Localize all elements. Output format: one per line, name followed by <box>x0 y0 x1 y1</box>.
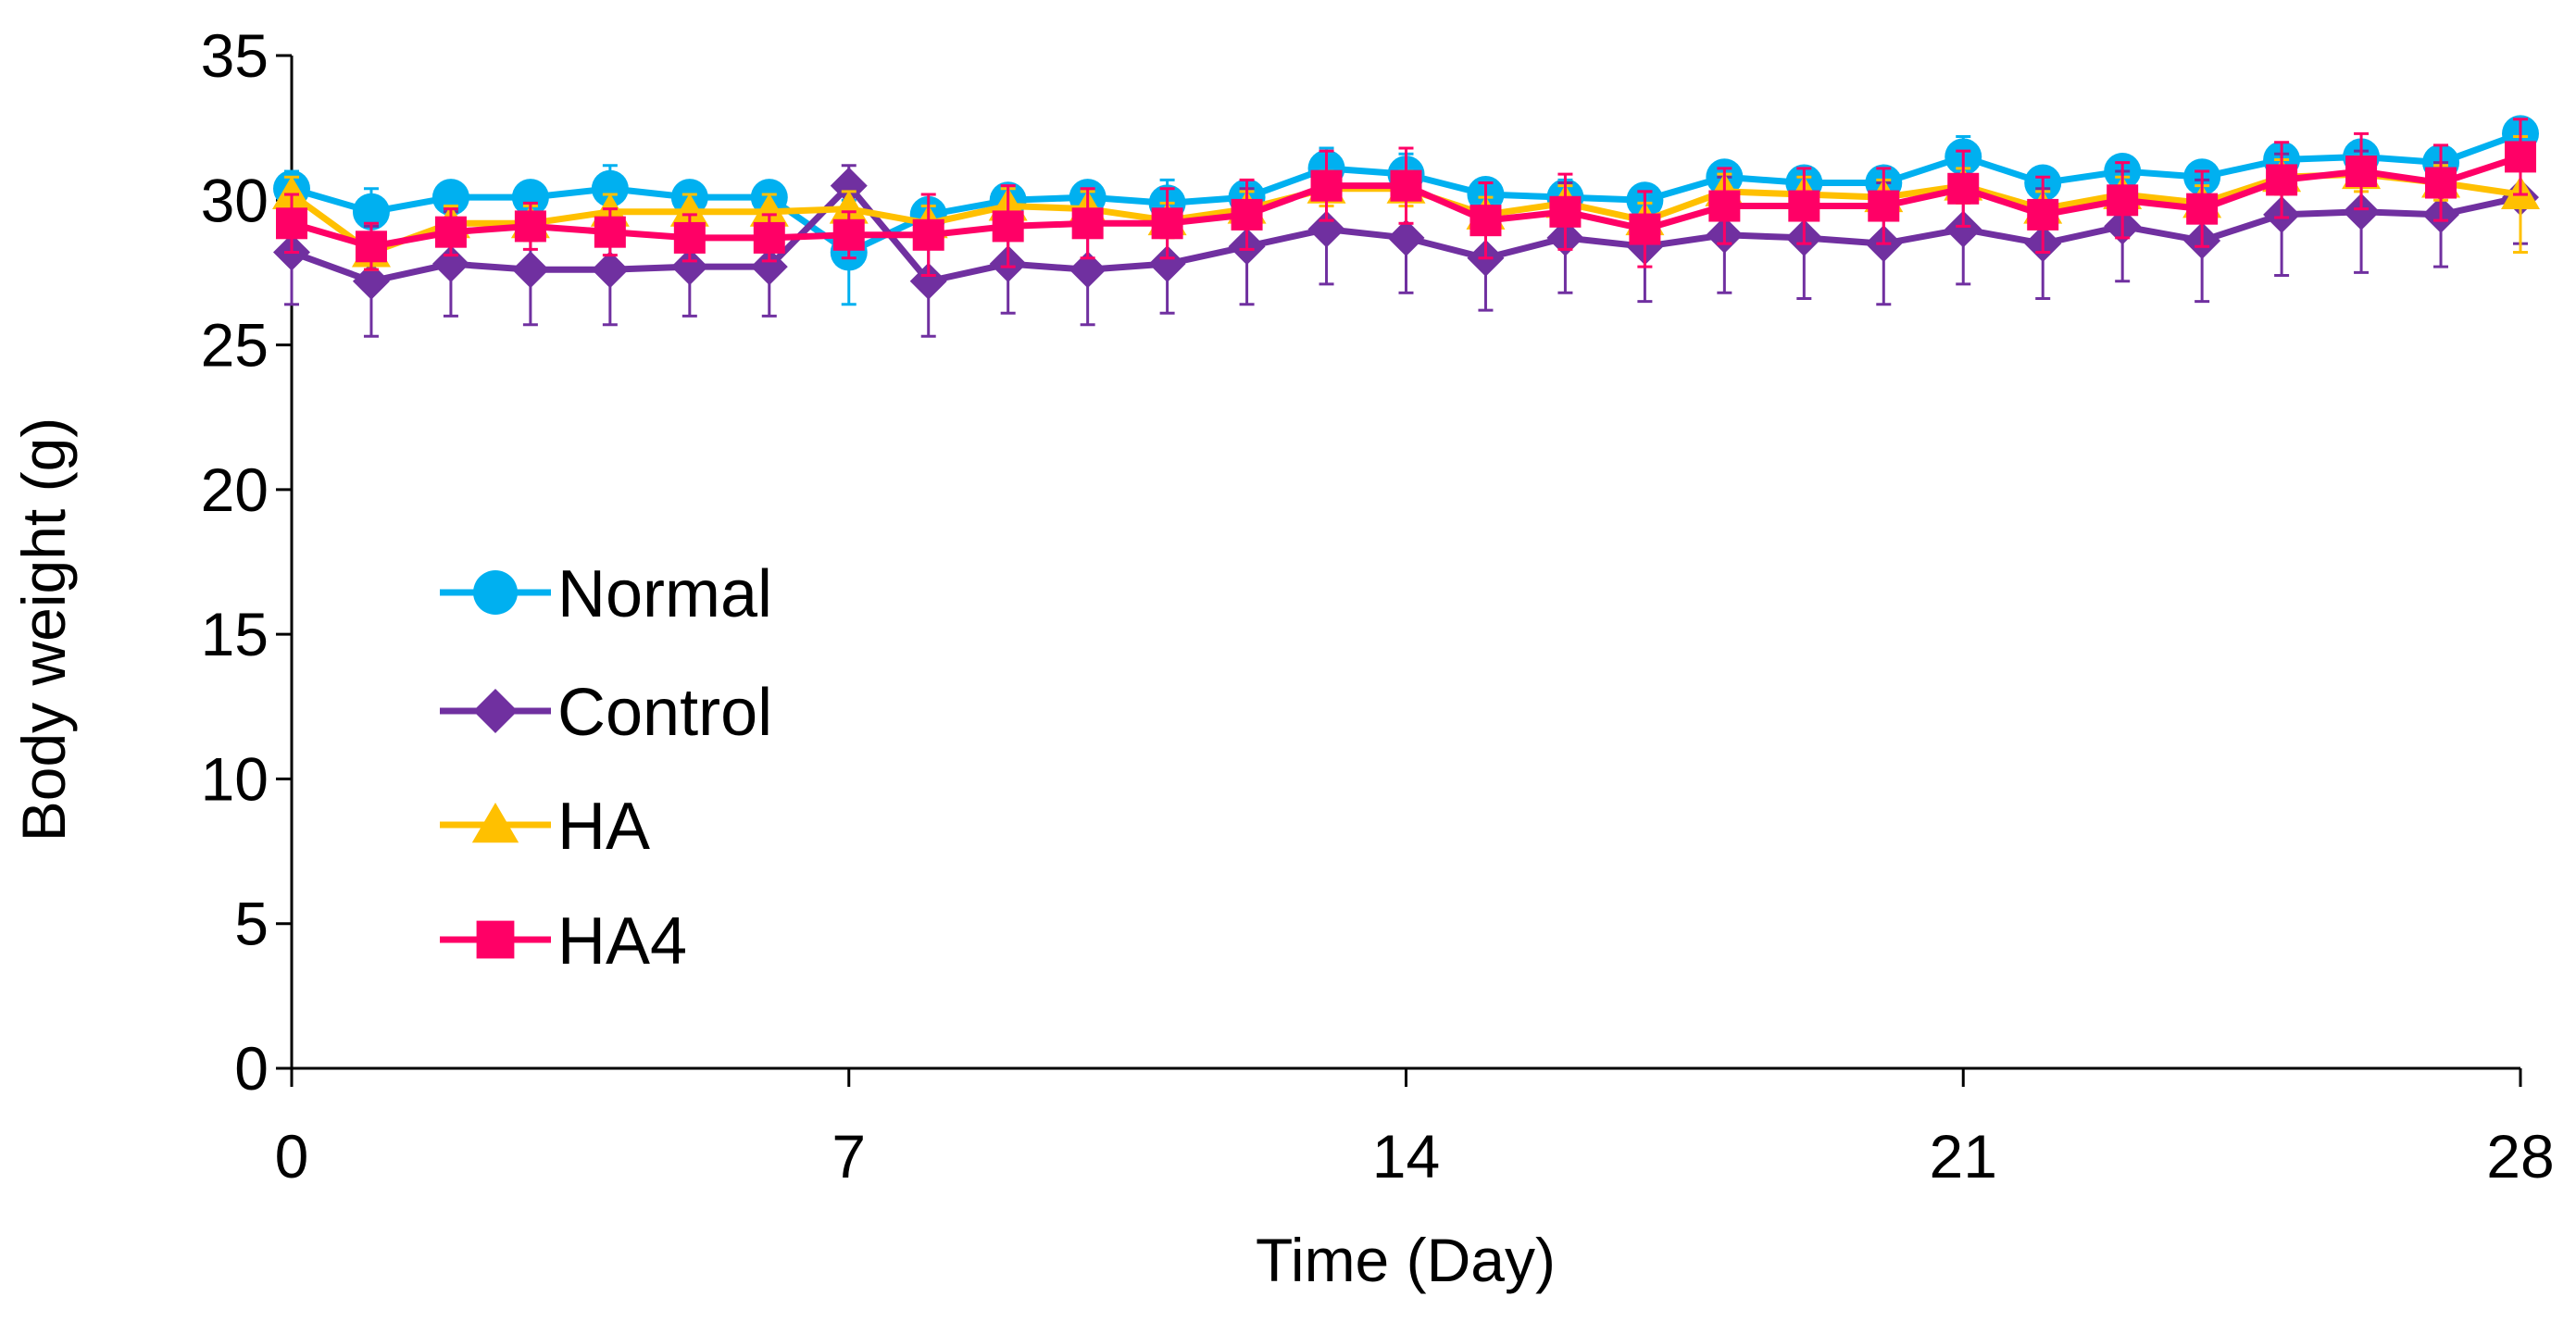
legend-label-ha4: HA4 <box>557 904 687 979</box>
y-axis-title: Body weight (g) <box>9 418 78 842</box>
data-point-control <box>1307 210 1345 248</box>
data-point-normal <box>352 193 390 231</box>
legend-marker-ha <box>471 803 519 843</box>
data-point-ha4 <box>1310 169 1343 202</box>
data-point-ha <box>749 193 789 227</box>
data-point-ha4 <box>594 216 626 248</box>
x-tick-label: 0 <box>275 1122 309 1191</box>
data-point-ha4 <box>434 216 467 248</box>
x-tick-label: 7 <box>832 1122 866 1191</box>
data-point-ha4 <box>1390 169 1422 202</box>
series-ha4 <box>276 118 2536 278</box>
y-tick-label: 25 <box>201 311 269 380</box>
data-point-ha4 <box>912 218 944 251</box>
legend-item-ha: HA <box>440 790 650 864</box>
data-point-ha4 <box>753 221 785 254</box>
data-point-control <box>1945 210 1982 248</box>
data-point-ha4 <box>1071 207 1104 240</box>
data-point-ha4 <box>514 210 546 243</box>
x-axis-title: Time (Day) <box>1256 1226 1556 1294</box>
data-point-control <box>1148 245 1186 283</box>
data-point-ha4 <box>2186 193 2219 225</box>
data-point-control <box>591 251 629 289</box>
data-point-ha4 <box>1788 190 1820 222</box>
data-point-ha4 <box>2345 156 2378 188</box>
data-point-ha4 <box>1231 198 1263 231</box>
data-point-control <box>352 262 390 300</box>
y-tick-label: 20 <box>201 455 269 524</box>
data-point-control <box>511 251 549 289</box>
data-point-ha4 <box>1469 205 1502 237</box>
data-point-ha4 <box>2266 164 2298 196</box>
x-tick-label: 14 <box>1372 1122 1440 1191</box>
x-tick-labels: 0 7 14 21 28 <box>275 1122 2555 1191</box>
axes <box>276 54 2522 1087</box>
legend-item-control: Control <box>440 676 772 750</box>
data-point-control <box>2343 193 2381 231</box>
data-point-normal <box>431 179 469 217</box>
legend-item-ha4: HA4 <box>440 904 687 979</box>
data-point-ha4 <box>1549 195 1582 228</box>
y-tick-label: 15 <box>201 600 269 668</box>
data-point-ha4 <box>673 221 706 254</box>
data-point-ha <box>272 176 311 210</box>
y-tick-label: 5 <box>234 890 269 958</box>
data-point-control <box>670 248 708 286</box>
data-point-normal <box>591 169 629 207</box>
data-point-ha4 <box>1868 190 1900 222</box>
legend-item-normal: Normal <box>440 557 772 631</box>
data-point-control <box>431 245 469 283</box>
y-tick-labels: 0 5 10 15 20 25 30 35 <box>201 21 269 1103</box>
legend-label-ha: HA <box>557 790 650 864</box>
y-tick-label: 30 <box>201 166 269 234</box>
y-tick-label: 10 <box>201 744 269 813</box>
data-point-control <box>830 167 868 205</box>
data-point-ha <box>829 190 869 224</box>
y-tick-label: 35 <box>201 21 269 90</box>
data-point-ha4 <box>1629 213 1661 245</box>
data-point-ha4 <box>2107 184 2139 217</box>
legend-label-control: Control <box>557 676 772 750</box>
data-point-control <box>909 262 947 300</box>
legend-marker-control <box>473 689 518 733</box>
data-point-ha4 <box>2505 141 2536 173</box>
data-point-normal <box>511 179 549 217</box>
data-point-ha4 <box>832 218 865 251</box>
data-point-ha4 <box>1151 207 1183 240</box>
data-point-ha4 <box>1708 190 1741 222</box>
series-layer <box>272 115 2540 338</box>
data-point-control <box>750 248 788 286</box>
data-point-ha <box>669 193 709 227</box>
data-point-control <box>1069 251 1107 289</box>
data-point-ha4 <box>276 207 307 240</box>
data-point-ha4 <box>2425 167 2457 199</box>
legend-marker-normal <box>473 570 518 615</box>
data-point-ha4 <box>2027 198 2059 231</box>
legend-marker-ha4 <box>476 920 515 959</box>
data-point-control <box>1387 218 1425 256</box>
x-tick-label: 28 <box>2486 1122 2554 1191</box>
data-point-ha4 <box>992 210 1024 243</box>
data-point-ha4 <box>1947 172 1980 205</box>
legend-label-normal: Normal <box>557 557 772 631</box>
x-tick-label: 21 <box>1930 1122 1997 1191</box>
legend: Normal Control HA HA4 <box>440 557 772 979</box>
y-tick-label: 0 <box>234 1034 269 1103</box>
data-point-ha4 <box>355 231 387 263</box>
